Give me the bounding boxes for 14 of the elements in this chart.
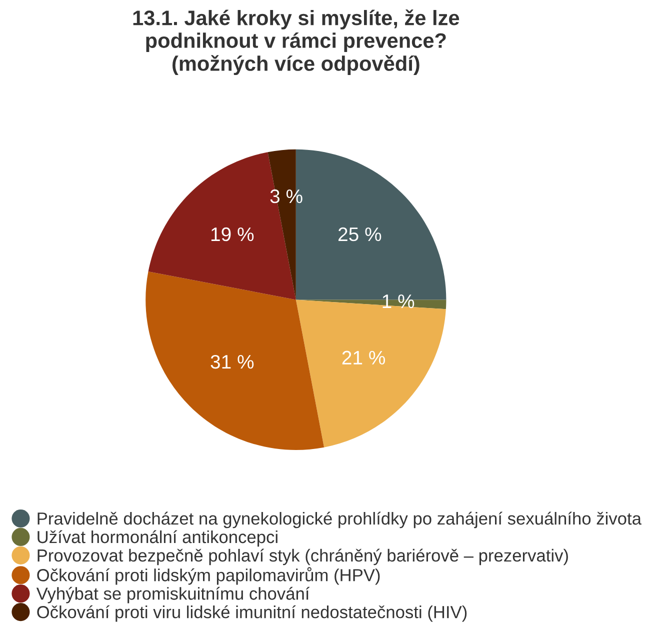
legend-label: Očkování proti viru lidské imunitní nedostatečnosti (HIV) [37,605,467,622]
legend-label: Užívat hormonální antikoncepci [38,530,278,547]
data-label: 1 % [382,294,414,308]
data-label: 31 % [210,354,254,369]
data-label: 25 % [338,227,382,242]
pie-slice [146,272,324,450]
chart-title: 13.1. Jaké kroky si myslíte, že lze podniknout v rámci prevence? (možných více odpovědí) [133,10,460,76]
data-label: 3 % [270,189,302,204]
legend-label: Očkování proti lidským papilomavirům (HPV) [37,567,380,585]
data-label: 19 % [211,227,254,242]
legend-label: Provozovat bezpečně pohlaví styk (chráněný bariérově – prezervativ) [38,548,568,566]
legend-label: Pravidelně docházet na gynekologické prohlídky po zahájení sexuálního života [38,512,642,528]
legend-label: Vyhýbat se promiskuitnímu chování [36,586,310,604]
data-label: 21 % [342,350,386,364]
